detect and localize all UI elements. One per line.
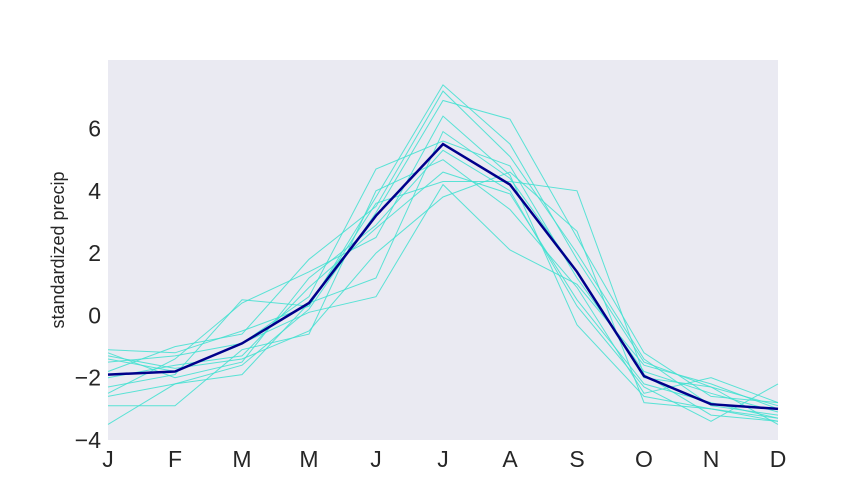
mean-line (107, 142, 779, 411)
ensemble-line-12 (107, 115, 779, 419)
ensemble-line-4 (107, 99, 779, 425)
y-tick-label: −4 (75, 427, 101, 453)
x-tick-label: F (168, 446, 182, 472)
x-tick-label: S (569, 446, 584, 472)
ensemble-line-8 (107, 130, 779, 425)
ensemble-line-11 (107, 149, 779, 422)
y-tick-label: 4 (88, 178, 101, 204)
x-tick-label: O (635, 446, 653, 472)
y-axis-ticks: −4 −2 0 2 4 6 (75, 116, 101, 453)
y-tick-label: 0 (88, 302, 101, 328)
ensemble-line-3 (107, 171, 779, 419)
y-axis-label: standardized precip (48, 171, 68, 328)
y-tick-label: 6 (88, 116, 101, 142)
x-tick-label: M (232, 446, 251, 472)
x-tick-label: A (502, 446, 518, 472)
x-tick-label: D (770, 446, 787, 472)
ensemble-line-7 (107, 90, 779, 416)
x-tick-label: M (299, 446, 318, 472)
mean-series-group (107, 142, 779, 411)
x-tick-label: J (437, 446, 449, 472)
ensemble-line-10 (107, 171, 779, 422)
x-tick-label: J (102, 446, 114, 472)
y-tick-label: 2 (88, 240, 101, 266)
y-tick-label: −2 (75, 365, 101, 391)
ensemble-line-9 (107, 183, 779, 410)
plot-area (108, 60, 778, 440)
x-tick-label: J (370, 446, 382, 472)
ensemble-line-6 (108, 159, 779, 407)
x-tick-label: N (703, 446, 720, 472)
ensemble-series-group (107, 84, 779, 425)
